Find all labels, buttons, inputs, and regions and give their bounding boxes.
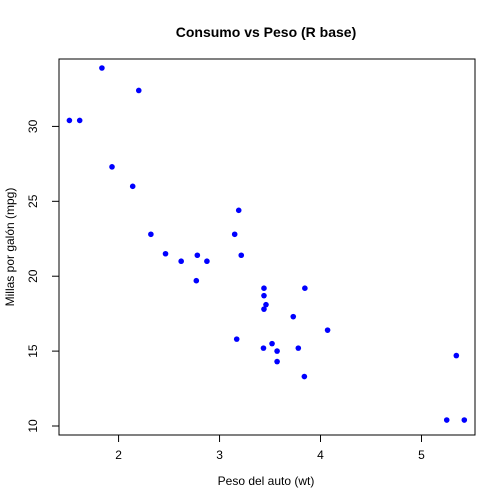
x-tick-label: 3 [216, 448, 223, 462]
data-point [302, 285, 308, 291]
data-point [461, 417, 468, 423]
data-point [238, 252, 245, 259]
data-point [233, 336, 240, 342]
data-point [99, 65, 105, 71]
data-point [135, 87, 142, 94]
data-point [66, 117, 73, 124]
y-axis-label: Millas por galón (mpg) [3, 188, 17, 307]
x-tick-label: 4 [317, 448, 324, 462]
data-point [324, 327, 331, 333]
data-point [231, 231, 238, 238]
data-point [453, 352, 460, 359]
x-tick-label: 5 [418, 448, 425, 462]
x-axis-label: Peso del auto (wt) [218, 474, 315, 488]
data-point [194, 252, 201, 259]
y-tick-label: 15 [26, 344, 40, 358]
x-axis: 2 3 4 5 [115, 434, 425, 462]
data-point [178, 258, 184, 265]
data-point [162, 250, 169, 257]
chart-title: Consumo vs Peso (R base) [176, 24, 357, 40]
data-point [76, 117, 83, 124]
data-point [193, 277, 200, 284]
data-point [261, 292, 267, 299]
plot-frame [58, 58, 476, 436]
data-point [204, 258, 210, 265]
data-point [295, 345, 302, 351]
y-tick-label: 25 [26, 194, 40, 208]
data-point [235, 207, 242, 214]
y-tick-label: 10 [26, 419, 40, 433]
y-axis: 10 15 20 25 30 [26, 119, 60, 433]
x-tick-label: 2 [115, 448, 122, 462]
data-point [443, 417, 450, 423]
data-points [66, 65, 468, 423]
data-point [263, 301, 269, 308]
data-point [301, 373, 308, 380]
data-point [260, 345, 267, 351]
data-point [290, 313, 297, 320]
data-point [269, 340, 275, 347]
data-point [274, 358, 280, 365]
data-point [274, 348, 280, 354]
data-point [261, 306, 267, 312]
data-point [109, 164, 115, 170]
data-point [129, 183, 136, 190]
y-tick-label: 30 [26, 119, 40, 133]
y-tick-label: 20 [26, 269, 40, 283]
data-point [261, 285, 267, 291]
data-point [148, 231, 154, 238]
